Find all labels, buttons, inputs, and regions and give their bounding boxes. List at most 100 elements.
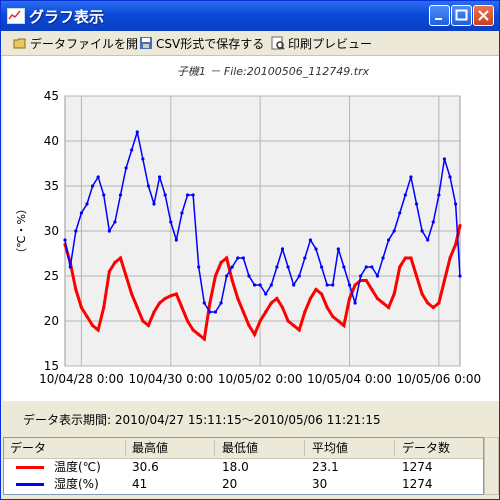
window-title: グラフ表示: [29, 8, 105, 26]
print-preview-button[interactable]: 印刷プレビュー: [271, 35, 372, 51]
temperature-point: [308, 296, 313, 301]
humidity-point: [85, 202, 89, 206]
chart-app-icon: [7, 8, 25, 24]
row-max: 30.6: [132, 460, 159, 474]
x-tick-label: 10/05/04 0:00: [307, 372, 392, 386]
temperature-point: [437, 301, 441, 305]
humidity-point: [241, 256, 245, 260]
humidity-point: [292, 283, 296, 287]
header-data[interactable]: データ: [10, 441, 47, 455]
row-count: 1274: [402, 477, 433, 491]
humidity-point: [426, 238, 430, 242]
close-button[interactable]: [473, 5, 494, 26]
temperature-point: [225, 256, 229, 260]
humidity-point: [152, 202, 156, 206]
open-data-file-button[interactable]: データファイルを開く: [13, 35, 150, 51]
temperature-point: [241, 310, 245, 314]
humidity-point: [102, 193, 106, 197]
humidity-point: [63, 238, 67, 242]
row-max: 41: [132, 477, 148, 491]
temperature-point: [448, 256, 452, 260]
humidity-point: [392, 229, 396, 233]
y-tick-label: 15: [44, 359, 59, 373]
humidity-point: [79, 211, 84, 215]
temperature-point: [370, 287, 374, 292]
temperature-point: [208, 301, 212, 305]
humidity-point: [247, 274, 251, 278]
humidity-point: [213, 310, 218, 314]
header-avg[interactable]: 平均値: [312, 441, 349, 455]
humidity-point: [325, 283, 329, 287]
humidity-point: [275, 265, 279, 269]
humidity-point: [448, 175, 452, 179]
minimize-button[interactable]: [429, 5, 450, 26]
table-scrollbar[interactable]: [484, 437, 499, 495]
humidity-point: [180, 211, 184, 215]
x-tick-label: 10/04/28 0:00: [39, 372, 124, 386]
temperature-point: [331, 314, 335, 319]
humidity-point: [308, 238, 313, 242]
temperature-point: [90, 323, 95, 328]
humidity-point: [230, 265, 234, 269]
humidity-series-line: [64, 131, 461, 313]
humidity-point: [398, 211, 402, 215]
temperature-point: [146, 323, 151, 328]
temperature-point: [347, 296, 352, 301]
temperature-point: [375, 296, 380, 301]
humidity-point: [174, 238, 178, 242]
open-data-file-label: データファイルを開く: [30, 36, 151, 51]
temperature-point: [219, 260, 223, 265]
temperature-point: [392, 292, 396, 296]
humidity-point: [359, 274, 363, 278]
chart-area: 子機1 － File:20100506_112749.trx 15 20 25 30 3…: [3, 56, 499, 401]
humidity-point: [96, 175, 100, 179]
humidity-point: [124, 166, 128, 170]
temperature-point: [174, 292, 178, 296]
table-header: データ 最高値 最低値 平均値 データ数: [4, 438, 483, 459]
humidity-point: [169, 220, 173, 224]
humidity-point: [202, 301, 206, 305]
temperature-point: [191, 328, 195, 332]
temperature-point: [124, 274, 128, 278]
temperature-point: [180, 305, 184, 310]
title-bar[interactable]: グラフ表示: [1, 1, 499, 31]
temperature-point: [398, 265, 402, 269]
humidity-point: [118, 193, 123, 197]
humidity-point: [381, 256, 385, 260]
humidity-point: [286, 265, 290, 269]
temperature-point: [74, 287, 78, 292]
humidity-point: [297, 274, 301, 278]
humidity-point: [163, 193, 167, 197]
temperature-point: [342, 323, 346, 328]
maximize-button[interactable]: [451, 5, 472, 26]
temperature-point: [152, 310, 156, 314]
header-count[interactable]: データ数: [402, 441, 451, 455]
humidity-point: [409, 175, 413, 179]
temperature-point: [364, 278, 368, 283]
temperature-point: [292, 323, 296, 328]
toolbar: データファイルを開く CSV形式で保存する 印刷プレビュー: [1, 31, 499, 56]
header-max[interactable]: 最高値: [132, 441, 169, 455]
temperature-point: [135, 305, 139, 310]
y-tick-label: 45: [44, 89, 59, 103]
temperature-point: [236, 296, 240, 301]
header-min[interactable]: 最低値: [222, 441, 259, 455]
humidity-point: [141, 157, 145, 161]
temperature-point: [387, 305, 391, 310]
humidity-point: [420, 229, 424, 233]
humidity-point: [387, 238, 391, 242]
temperature-point: [353, 283, 357, 287]
humidity-point: [236, 256, 240, 260]
table-row[interactable]: 温度(℃) 30.6 18.0 23.1 1274: [4, 459, 483, 476]
save-csv-button[interactable]: CSV形式で保存する: [139, 35, 264, 51]
row-avg: 23.1: [312, 460, 339, 474]
temperature-point: [197, 332, 201, 337]
humidity-point: [331, 283, 335, 287]
temperature-point: [213, 274, 218, 278]
temperature-point: [286, 319, 290, 323]
temperature-point: [107, 269, 111, 274]
row-min: 20: [222, 477, 238, 491]
table-row[interactable]: 湿度(%) 41 20 30 1274: [4, 476, 483, 493]
humidity-point: [403, 193, 407, 197]
humidity-point: [219, 301, 223, 305]
